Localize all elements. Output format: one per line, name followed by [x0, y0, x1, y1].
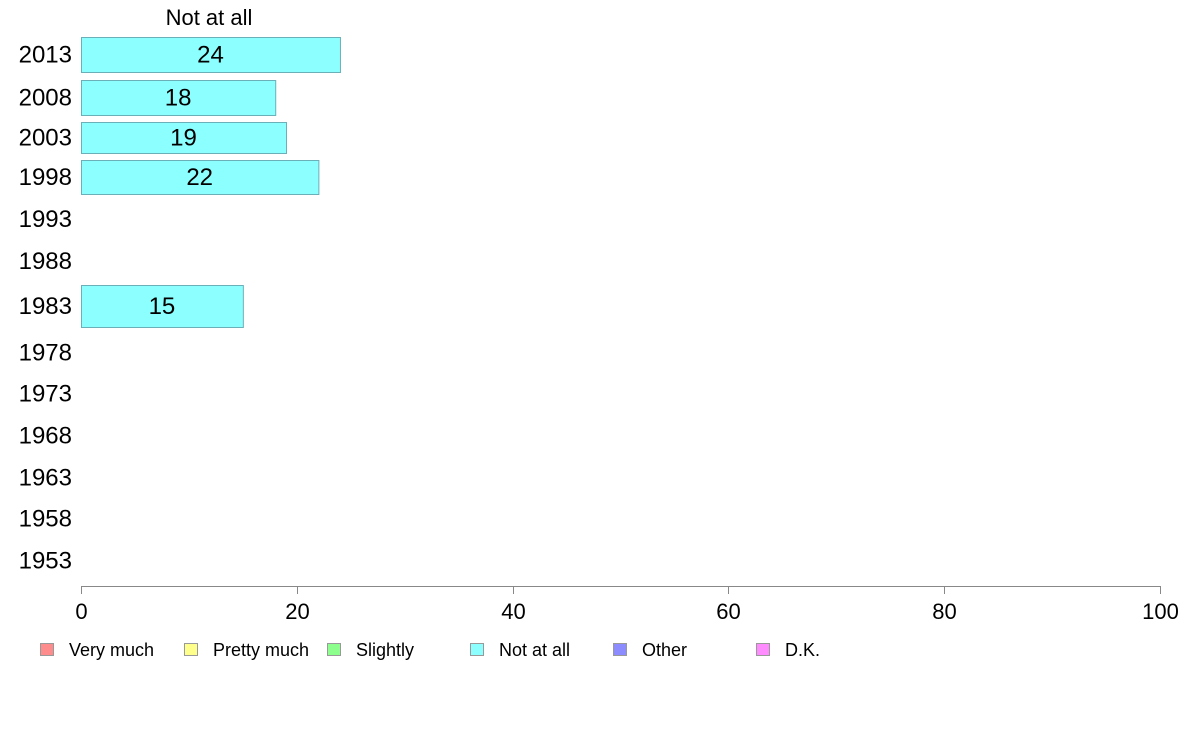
- legend-label-5: D.K.: [785, 640, 820, 660]
- legend-swatch-2: [327, 643, 341, 656]
- bar-value-label-1983: 15: [149, 293, 176, 320]
- bar-value-label-2013: 24: [197, 42, 224, 69]
- x-tick-label-60: 60: [716, 599, 740, 624]
- x-tick-label-100: 100: [1142, 599, 1179, 624]
- bar-1983: [81, 285, 244, 328]
- legend-label-2: Slightly: [356, 640, 414, 660]
- legend-label-3: Not at all: [499, 640, 570, 660]
- x-tick-label-0: 0: [75, 599, 87, 624]
- year-label-1978: 1978: [19, 340, 72, 367]
- x-tick-label-40: 40: [501, 599, 525, 624]
- bar-value-label-2003: 19: [170, 125, 197, 152]
- bar-2008: [81, 80, 277, 116]
- year-labels-group: 2013 2008 2003 1998 1993 1988 1983 1978 1973 1968…: [19, 42, 72, 575]
- legend-swatch-4: [613, 643, 627, 656]
- year-label-1953: 1953: [19, 548, 72, 575]
- legend-label-4: Other: [642, 640, 687, 660]
- legend-swatch-1: [184, 643, 198, 656]
- year-label-1993: 1993: [19, 206, 72, 233]
- x-tick-label-80: 80: [932, 599, 956, 624]
- bar-2013: [81, 37, 341, 73]
- year-label-1973: 1973: [19, 381, 72, 408]
- legend-label-1: Pretty much: [213, 640, 309, 660]
- bar-1998: [81, 160, 320, 195]
- year-label-1988: 1988: [19, 248, 72, 275]
- bar-2003: [81, 122, 288, 154]
- bar-value-label-1998: 22: [186, 164, 213, 191]
- year-label-1968: 1968: [19, 423, 72, 450]
- year-label-2013: 2013: [19, 42, 72, 69]
- x-tick-label-20: 20: [285, 599, 309, 624]
- year-label-1983: 1983: [19, 293, 72, 320]
- legend-swatch-3: [470, 643, 484, 656]
- year-label-2008: 2008: [19, 85, 72, 112]
- bar-value-label-2008: 18: [165, 85, 192, 112]
- column-header: Not at all: [166, 5, 253, 30]
- legend-swatch-5: [756, 643, 770, 656]
- legend-label-0: Very much: [69, 640, 154, 660]
- year-label-1958: 1958: [19, 506, 72, 533]
- year-label-2003: 2003: [19, 125, 72, 152]
- x-axis: 0 20 40 60 80 100: [75, 586, 1179, 624]
- legend-swatch-0: [40, 643, 54, 656]
- year-label-1963: 1963: [19, 465, 72, 492]
- year-label-1998: 1998: [19, 164, 72, 191]
- legend: Very much Pretty much Slightly Not at all Ot…: [40, 640, 820, 660]
